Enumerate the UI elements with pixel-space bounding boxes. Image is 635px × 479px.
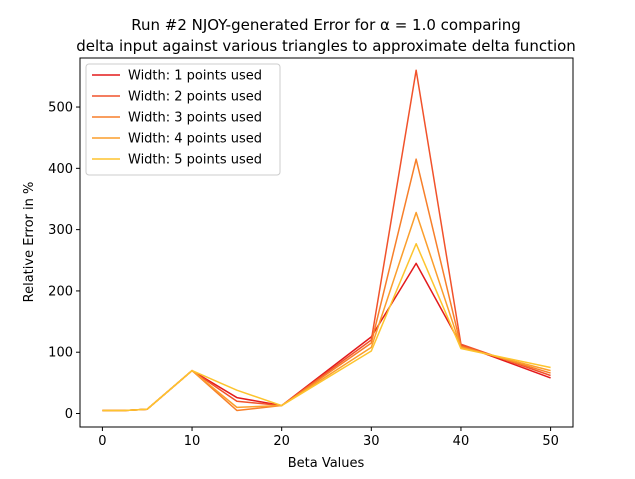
legend: Width: 1 points used Width: 2 points used… xyxy=(85,63,281,176)
legend-label-3: Width: 3 points used xyxy=(128,111,262,126)
y-axis-label: Relative Error in % xyxy=(22,182,37,303)
x-tick-label: 20 xyxy=(273,434,290,449)
x-axis: 0 10 20 30 40 50 xyxy=(98,427,559,449)
x-axis-label: Beta Values xyxy=(288,456,365,471)
plot-area xyxy=(102,69,551,412)
x-tick-label: 0 xyxy=(98,434,106,449)
y-axis: 0 100 200 300 400 500 xyxy=(48,101,80,422)
y-tick-label: 0 xyxy=(65,407,73,422)
legend-label-4: Width: 4 points used xyxy=(128,132,262,147)
x-tick-label: 50 xyxy=(542,434,559,449)
y-tick-label: 500 xyxy=(48,101,73,116)
x-tick-label: 10 xyxy=(184,434,201,449)
y-tick-label: 400 xyxy=(48,162,73,177)
x-tick-label: 40 xyxy=(453,434,470,449)
plot-frame xyxy=(79,57,574,428)
x-tick-label: 30 xyxy=(363,434,380,449)
series-line-4 xyxy=(102,211,551,412)
y-tick-label: 300 xyxy=(48,223,73,238)
legend-label-5: Width: 5 points used xyxy=(128,153,262,168)
y-tick-label: 200 xyxy=(48,284,73,299)
series-line-5 xyxy=(102,242,551,412)
chart-title-line1: Run #2 NJOY-generated Error for α = 1.0 … xyxy=(131,16,521,34)
legend-label-2: Width: 2 points used xyxy=(128,90,262,105)
chart-title-line2: delta input against various triangles to… xyxy=(76,37,576,55)
legend-label-1: Width: 1 points used xyxy=(128,69,262,84)
y-tick-label: 100 xyxy=(48,346,73,361)
series-line-1 xyxy=(102,262,551,412)
legend-box xyxy=(85,63,281,176)
